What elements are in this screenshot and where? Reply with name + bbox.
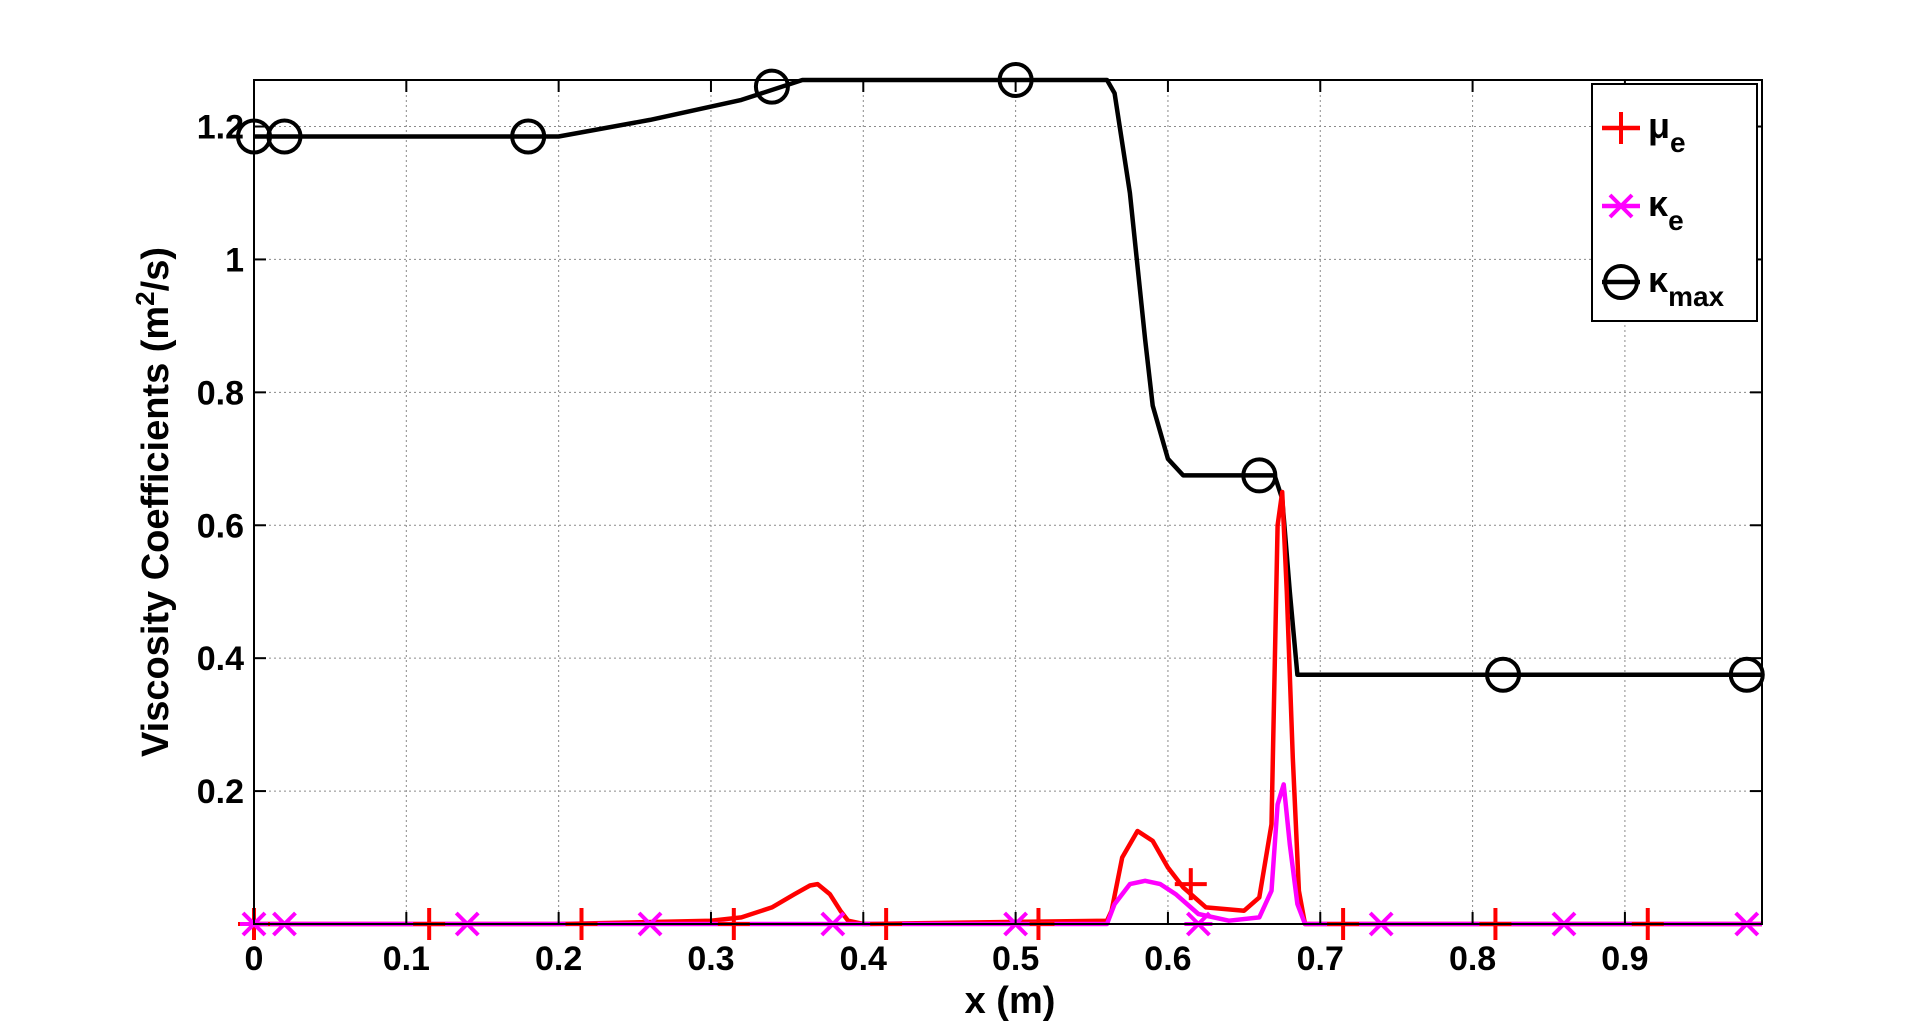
y-tick-label: 0.8 [197,374,244,412]
y-tick-label: 1 [225,241,244,279]
x-tick-label: 0.5 [992,940,1039,978]
legend-swatches [1602,112,1640,300]
legend-kappa-e-sub: e [1668,205,1684,236]
x-tick-labels: 0 0.1 0.2 0.3 0.4 0.5 0.6 0.7 0.8 0.9 [245,940,1649,978]
legend-entry-kappa-max: κmax [1648,259,1725,312]
y-tick-label: 0.2 [197,773,244,811]
series-lines [254,77,1762,927]
y-tick-label: 0.4 [197,640,244,678]
legend-entry-mu-e: μe [1648,105,1686,158]
marker-kappa-max [1485,656,1522,693]
marker-kappa-max [266,118,303,155]
legend-mu-e-sub: e [1670,127,1686,158]
plot-area [254,80,1762,924]
x-tick-label: 0.6 [1144,940,1191,978]
marker-mu-e [1174,868,1207,901]
x-axis-label: x (m) [965,980,1056,1022]
legend-swatch-marker-kappa-max [1603,264,1639,300]
x-tick-label: 0.3 [687,940,734,978]
x-tick-label: 0.2 [535,940,582,978]
legend: μe κe κmax [1591,83,1758,322]
legend-kappa-max-sub: max [1668,281,1724,312]
y-tick-label: 0.6 [197,507,244,545]
plot-frame [253,79,1763,925]
legend-swatch-marker-kappa-e [1607,193,1635,219]
x-tick-label: 0 [245,940,264,978]
marker-kappa-max [753,68,790,105]
legend-kappa-e-name: κ [1648,183,1669,224]
series-line-mu-e [254,489,1762,927]
legend-entry-kappa-e: κe [1648,183,1684,236]
legend-mu-e-name: μ [1648,105,1670,146]
x-tick-label: 0.9 [1601,940,1648,978]
marker-kappa-max [510,118,547,155]
series-line-kappa-e [254,782,1762,927]
y-tick-labels: 0.2 0.4 0.6 0.8 1 1.2 [197,109,244,812]
x-tick-label: 0.8 [1449,940,1496,978]
legend-kappa-max-name: κ [1648,259,1669,300]
y-tick-label: 1.2 [197,109,244,147]
x-tick-label: 0.4 [840,940,887,978]
y-axis-label: Viscosity Coefficients (m2/s) [130,247,177,757]
marker-kappa-max [1241,457,1278,494]
y-axis-label-sup: 2 [130,291,160,305]
y-axis-label-main: Viscosity Coefficients (m [135,306,177,757]
y-axis-label-end: /s) [135,247,177,291]
x-tick-label: 0.7 [1297,940,1344,978]
x-tick-label: 0.1 [383,940,430,978]
legend-swatch-marker-mu-e [1605,112,1637,144]
